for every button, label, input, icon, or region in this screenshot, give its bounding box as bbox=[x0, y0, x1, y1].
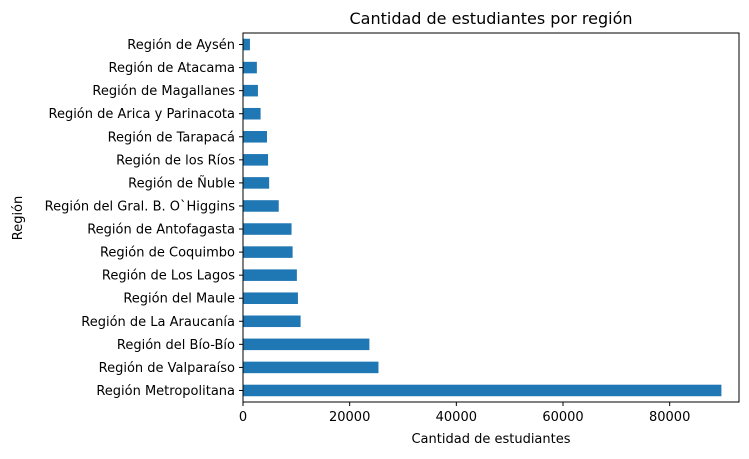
bar bbox=[243, 61, 257, 74]
bar bbox=[243, 223, 292, 235]
bar bbox=[243, 361, 379, 374]
bar bbox=[243, 384, 722, 397]
y-tick-label: Región de Aysén bbox=[127, 38, 235, 53]
y-tick-label: Región de Valparaíso bbox=[99, 361, 235, 376]
y-tick-label: Región de Antofagasta bbox=[87, 223, 235, 238]
bar bbox=[243, 292, 298, 304]
y-tick-label: Región de Tarapacá bbox=[108, 130, 235, 145]
y-tick-label: Región de La Araucanía bbox=[81, 315, 235, 330]
x-axis-label: Cantidad de estudiantes bbox=[411, 432, 570, 447]
bar bbox=[243, 246, 293, 258]
x-tick-label: 0 bbox=[239, 410, 247, 425]
x-tick-label: 80000 bbox=[649, 410, 690, 425]
plot-area: Región Metropolitana Región de Valparaíso… bbox=[45, 32, 740, 425]
y-tick-label: Región del Bío-Bío bbox=[117, 338, 235, 353]
x-tick-label: 60000 bbox=[542, 410, 583, 425]
chart-title: Cantidad de estudiantes por región bbox=[349, 9, 632, 28]
y-tick-label: Región de los Ríos bbox=[116, 153, 235, 168]
bar bbox=[243, 177, 270, 189]
y-tick-label: Región de Atacama bbox=[109, 61, 236, 76]
bar bbox=[243, 84, 258, 97]
y-tick-label: Región de Coquimbo bbox=[100, 246, 235, 261]
y-tick-label: Región del Maule bbox=[123, 292, 235, 307]
bar bbox=[243, 200, 279, 212]
bar bbox=[243, 154, 269, 166]
bar bbox=[243, 107, 261, 120]
bar bbox=[243, 38, 250, 51]
y-tick-label: Región de Magallanes bbox=[92, 84, 235, 99]
bar bbox=[243, 338, 370, 351]
bar bbox=[243, 269, 297, 281]
axes-frame bbox=[242, 32, 740, 403]
x-tick-label: 20000 bbox=[329, 410, 370, 425]
y-tick-label: Región de Los Lagos bbox=[102, 269, 235, 284]
bar bbox=[243, 315, 301, 328]
y-tick-label: Región de Arica y Parinacota bbox=[49, 107, 236, 122]
x-tick-label: 40000 bbox=[436, 410, 477, 425]
y-tick-label: Región Metropolitana bbox=[96, 384, 235, 399]
bar bbox=[243, 131, 267, 143]
y-tick-label: Región del Gral. B. O`Higgins bbox=[45, 199, 236, 214]
y-tick-label: Región de Ñuble bbox=[128, 175, 235, 191]
y-axis-label: Región bbox=[11, 196, 26, 241]
